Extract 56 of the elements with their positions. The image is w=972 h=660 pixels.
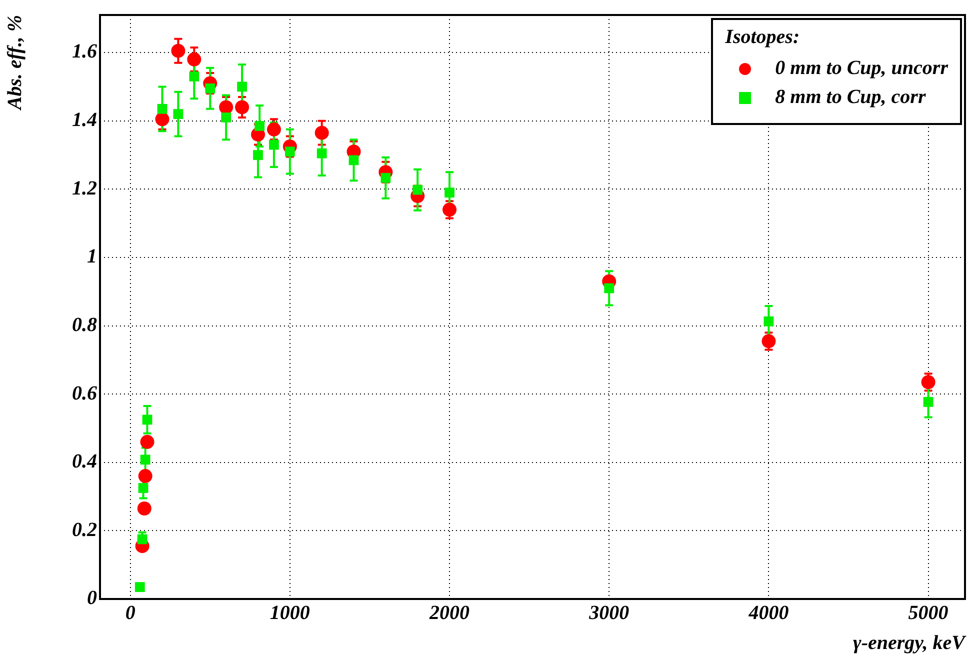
point — [219, 100, 234, 114]
point — [187, 52, 202, 66]
point — [269, 140, 279, 150]
x-tick-label: 5000 — [908, 602, 948, 624]
point — [205, 83, 216, 94]
y-tick-label: 1.2 — [72, 177, 97, 200]
x-axis-title: γ-energy, keV — [853, 632, 967, 654]
point — [412, 184, 423, 195]
point — [221, 112, 232, 122]
point — [140, 454, 150, 465]
y-tick-label: 0 — [87, 587, 97, 610]
point — [348, 155, 359, 166]
point — [138, 469, 152, 484]
point — [189, 72, 200, 82]
point — [237, 82, 247, 92]
point — [171, 44, 186, 58]
point — [923, 396, 934, 407]
point — [253, 150, 263, 160]
point — [604, 283, 614, 294]
x-tick-label: 4000 — [748, 602, 789, 624]
point — [157, 104, 168, 114]
point — [140, 434, 154, 449]
point — [137, 501, 152, 516]
x-tick-label: 0 — [125, 602, 136, 624]
x-tick-label: 3000 — [588, 602, 630, 624]
y-tick-label: 1 — [87, 246, 97, 268]
y-tick-label: 1.6 — [72, 40, 97, 63]
point — [173, 109, 184, 119]
point — [444, 188, 454, 198]
point — [762, 334, 776, 348]
y-tick-label: 0.8 — [72, 314, 97, 336]
y-tick-label: 1.4 — [72, 109, 97, 132]
x-tick-label: 1000 — [270, 602, 310, 624]
legend-title: Isotopes: — [725, 26, 801, 49]
point — [380, 172, 391, 183]
y-axis-title: Abs. eff., % — [4, 15, 26, 112]
y-tick-label: 0.6 — [72, 382, 97, 404]
point — [764, 316, 774, 326]
legend-label: 8 mm to Cup, corr — [775, 86, 926, 109]
point — [442, 202, 457, 217]
point — [235, 100, 250, 114]
y-tick-label: 0.2 — [72, 518, 97, 541]
point — [137, 534, 148, 544]
point — [142, 414, 152, 425]
point — [138, 483, 148, 493]
point — [314, 126, 329, 140]
point — [921, 375, 936, 390]
y-tick-label: 0.4 — [72, 450, 97, 473]
point — [254, 121, 265, 131]
legend-label: 0 mm to Cup, uncorr — [775, 57, 948, 80]
point — [134, 582, 145, 592]
point — [284, 146, 295, 157]
point — [155, 112, 170, 126]
x-tick-label: 2000 — [428, 602, 470, 624]
point — [266, 122, 281, 136]
point — [316, 148, 327, 158]
